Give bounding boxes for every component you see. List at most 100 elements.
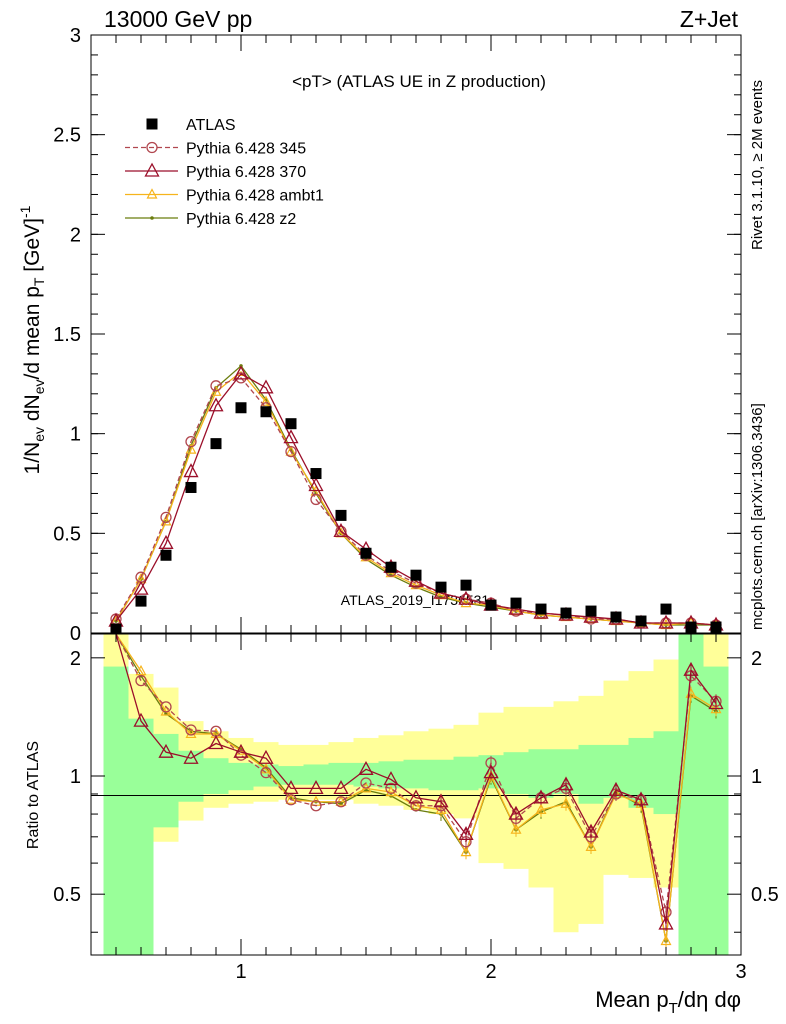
data-point xyxy=(208,397,224,412)
ratio-point xyxy=(339,801,343,806)
data-point xyxy=(135,595,147,607)
ratio-point xyxy=(360,777,372,789)
data-point xyxy=(158,534,174,549)
legend-entry: Pythia 6.428 z2 xyxy=(125,211,296,228)
data-point xyxy=(183,463,199,478)
inner-band-bin xyxy=(453,756,479,791)
data-point xyxy=(660,603,672,615)
ratio-point xyxy=(585,840,597,851)
ratio-point xyxy=(608,781,624,796)
ratio-series xyxy=(115,633,724,948)
ratio-point xyxy=(285,793,297,804)
legend-entry: ATLAS xyxy=(146,117,236,134)
ratio-point xyxy=(635,797,647,808)
data-point xyxy=(585,605,597,617)
ratio-point xyxy=(560,797,572,808)
series-pythia-6-428-ambt1 xyxy=(110,365,722,630)
ratio-point xyxy=(383,771,399,786)
data-point xyxy=(685,621,697,633)
data-point xyxy=(233,365,249,380)
legend-entry: Pythia 6.428 345 xyxy=(125,141,306,158)
ratio-point xyxy=(410,800,422,812)
ratio-point xyxy=(183,749,199,764)
ratio-point xyxy=(283,780,299,795)
legend-marker xyxy=(150,216,154,220)
main-frame xyxy=(90,34,742,634)
data-point xyxy=(385,561,397,573)
inner-band-bin xyxy=(103,666,129,955)
ratio-point xyxy=(333,780,349,795)
ratio-y-tick-label-left: 2 xyxy=(70,648,81,670)
ratio-point xyxy=(535,803,547,814)
inner-band-bin xyxy=(253,764,279,787)
chart-title: <pT> (ATLAS UE in Z production) xyxy=(292,72,546,91)
data-point xyxy=(210,380,222,392)
data-point xyxy=(283,429,299,444)
data-point xyxy=(110,623,122,635)
data-point xyxy=(310,493,322,506)
legend-label: ATLAS xyxy=(186,117,236,134)
ratio-point xyxy=(260,766,272,779)
inner-band-bin xyxy=(178,750,204,802)
ratio-point xyxy=(185,724,197,736)
x-axis-label: Mean pT/dη dφ xyxy=(595,987,741,1017)
ratio-point xyxy=(533,789,549,804)
ratio-y-tick-label-right: 1 xyxy=(751,766,762,788)
inner-band-bin xyxy=(303,764,329,785)
ratio-point xyxy=(583,823,599,838)
ratio-point xyxy=(133,712,149,727)
ratio-point xyxy=(308,780,324,795)
data-point xyxy=(185,481,197,493)
ratio-point xyxy=(708,695,724,710)
inner-band-bin xyxy=(203,758,229,794)
data-point xyxy=(310,468,322,480)
legend-entry: Pythia 6.428 ambt1 xyxy=(125,188,324,205)
data-point xyxy=(285,445,297,456)
data-point xyxy=(658,614,674,629)
series-pythia-6-428-z2 xyxy=(114,364,718,627)
ratio-point xyxy=(135,664,147,676)
x-tick-label: 2 xyxy=(485,961,496,983)
ratio-point xyxy=(558,776,574,791)
header-left-label: 13000 GeV pp xyxy=(104,6,253,32)
ratio-panel: 0.5 0.5 1 1 2 2 1 2 3 Ratio to ATLAS Mean pT/dη … xyxy=(25,633,779,1017)
inner-band-bin xyxy=(228,762,254,791)
main-y-tick-label: 2.5 xyxy=(53,125,81,147)
ratio-point xyxy=(508,805,524,820)
ratio-point xyxy=(335,796,347,808)
inner-band-bin xyxy=(328,762,354,785)
ratio-point xyxy=(335,795,347,806)
outer-band-bin xyxy=(578,695,604,924)
ratio-point xyxy=(483,764,499,779)
data-point xyxy=(485,599,497,611)
ratio-point xyxy=(385,782,397,795)
ratio-point xyxy=(135,674,147,687)
ratio-point xyxy=(658,915,674,930)
ratio-point xyxy=(510,823,522,834)
data-point xyxy=(235,372,247,384)
series-pythia-6-428-370 xyxy=(108,365,724,631)
ratio-point xyxy=(158,743,174,758)
main-axis-ticks: 0 0.5 1 1.5 2 2.5 3 xyxy=(53,25,741,645)
ratio-y-tick-label-right: 0.5 xyxy=(751,884,779,906)
ratio-point xyxy=(285,794,297,806)
inner-band-bin xyxy=(128,718,154,955)
header-right-label: Z+Jet xyxy=(679,6,738,32)
legend-marker xyxy=(144,162,160,177)
legend-label: Pythia 6.428 370 xyxy=(186,164,306,181)
data-point xyxy=(185,435,197,448)
x-tick-label: 1 xyxy=(235,961,246,983)
ratio-point xyxy=(660,934,672,946)
data-point xyxy=(308,477,324,492)
data-point xyxy=(160,515,172,526)
data-point xyxy=(133,580,149,595)
data-point xyxy=(258,379,274,394)
rivet-label: Rivet 3.1.10, ≥ 2M events xyxy=(749,80,766,250)
data-point xyxy=(460,579,472,591)
main-series xyxy=(108,364,724,635)
ratio-uncertainty-bands xyxy=(103,634,729,955)
ratio-frame xyxy=(90,633,742,956)
legend-marker xyxy=(146,141,158,154)
data-point xyxy=(335,509,347,521)
ratio-point xyxy=(683,661,699,676)
